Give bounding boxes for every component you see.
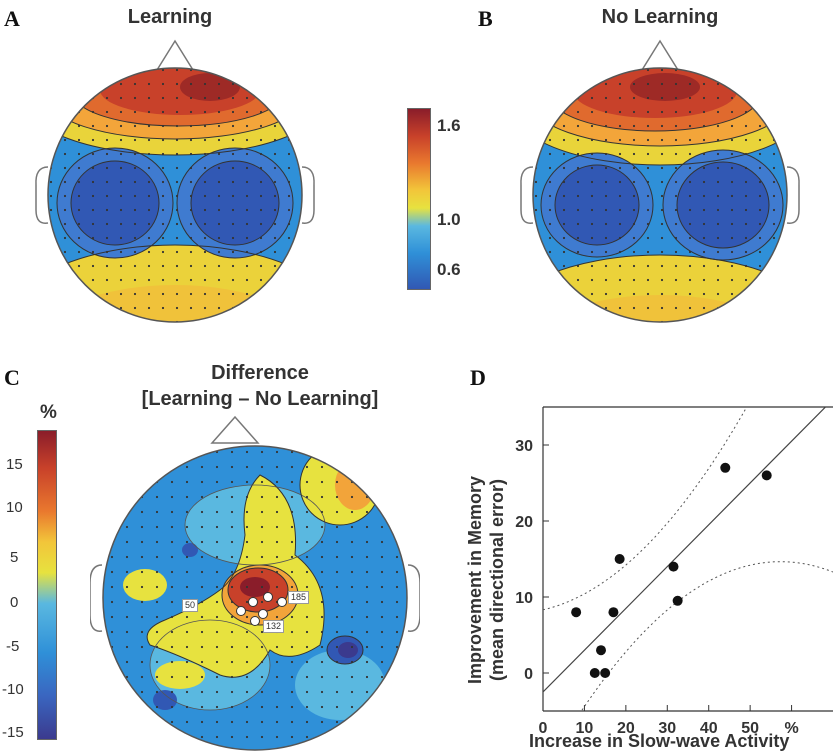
scatter-plot-d: 30 20 10 0 0 10 20 30 40 50% Improvement in Memor… — [465, 406, 833, 751]
x-tick-label: 50 — [741, 720, 759, 737]
panel-c-letter: C — [4, 365, 20, 390]
panel-c-title: Difference — [211, 362, 309, 384]
right-ear-icon — [301, 166, 315, 224]
data-point — [596, 645, 606, 656]
data-point — [589, 668, 600, 678]
scatter-marks — [543, 407, 833, 711]
panel-a-letter: A — [4, 6, 20, 31]
data-point — [672, 595, 683, 606]
x-tick-label: 20 — [617, 720, 635, 737]
data-point — [720, 462, 731, 473]
left-ear-icon — [90, 564, 103, 632]
panel-c-subtitle: [Learning – No Learning] — [141, 388, 379, 410]
x-tick-label: 10 — [576, 720, 594, 737]
panel-d-letter: D — [470, 365, 486, 390]
y-tick-label: 10 — [515, 590, 533, 607]
x-tick-label: 40 — [700, 720, 718, 737]
colorbar-c-tick: 10 — [6, 499, 23, 516]
colorbar-ab-tick: 1.0 — [437, 210, 461, 229]
fit-lines — [543, 407, 833, 711]
colorbar-c-unit: % — [40, 402, 57, 423]
nose-icon — [155, 39, 195, 71]
data-point — [668, 561, 679, 572]
x-tick-label: 0 — [539, 720, 548, 737]
data-point — [761, 470, 772, 481]
data-point — [608, 607, 619, 618]
y-tick-label: 20 — [515, 514, 533, 531]
regression-line — [543, 407, 827, 693]
panel-b-letter: B — [478, 6, 493, 31]
scatter-x-label: Increase in Slow-wave Activity — [529, 731, 789, 751]
panel-b-title: No Learning — [601, 6, 719, 28]
scatter-y-label-1: Improvement in Memory — [465, 476, 485, 684]
electrode-label-50: 50 — [182, 599, 199, 612]
colorbar-c-tick: -10 — [2, 681, 24, 698]
colorbar-c-tick: 5 — [10, 549, 19, 566]
scatter-y-label-2: (mean directional error) — [487, 479, 507, 681]
colorbar-c-tick: -5 — [6, 638, 20, 655]
right-ear-icon — [786, 166, 800, 224]
confidence-lower — [580, 561, 833, 711]
colorbar-c-tick: 0 — [10, 594, 19, 611]
data-point — [600, 668, 611, 678]
confidence-upper — [543, 407, 748, 611]
colorbar-ab — [407, 108, 431, 290]
scalp-map-difference — [90, 415, 420, 751]
scatter-axes: 30 20 10 0 0 10 20 30 40 50% — [515, 406, 833, 737]
left-ear-icon — [520, 166, 534, 224]
colorbar-c-tick: -15 — [2, 724, 24, 741]
data-point — [571, 607, 582, 618]
data-point — [614, 554, 625, 564]
x-tick-label: % — [784, 720, 798, 737]
scalp-map-no-learning — [520, 39, 800, 323]
y-tick-label: 0 — [524, 666, 533, 683]
colorbar-c — [37, 430, 57, 740]
right-ear-icon — [407, 564, 420, 632]
electrode-label-132: 132 — [263, 620, 285, 633]
electrode-label-185: 185 — [288, 591, 310, 604]
colorbar-ab-tick: 1.6 — [437, 116, 461, 135]
scalp-map-learning — [35, 39, 315, 323]
left-ear-icon — [35, 166, 49, 224]
panel-a-title: Learning — [127, 6, 213, 28]
colorbar-ab-tick: 0.6 — [437, 260, 461, 279]
y-tick-label: 30 — [515, 438, 533, 455]
nose-icon — [210, 415, 260, 444]
nose-icon — [640, 39, 680, 71]
highlighted-electrodes — [236, 592, 287, 626]
colorbar-c-tick: 15 — [6, 456, 23, 473]
x-tick-label: 30 — [658, 720, 676, 737]
